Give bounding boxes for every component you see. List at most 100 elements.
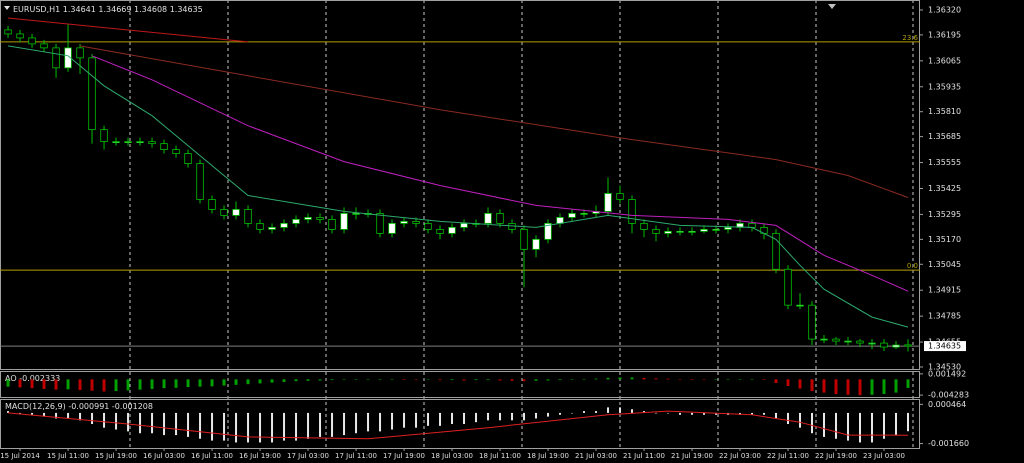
macd-bar [547, 412, 550, 417]
candle-body [16, 33, 24, 39]
candle-body [772, 232, 780, 270]
candle-body [628, 199, 636, 224]
ao-bar [462, 379, 466, 381]
macd-bar [751, 412, 754, 415]
candle-body [604, 193, 612, 212]
candle-body [436, 228, 444, 234]
x-tick-label: 16 Jul 03:00 [143, 452, 185, 460]
ao-bar [426, 379, 430, 380]
ao-bar [282, 379, 286, 382]
macd-bar [487, 412, 490, 421]
x-tick-label: 18 Jul 03:00 [431, 452, 473, 460]
last-price-label: 1.34635 [928, 342, 961, 351]
y-tick-label: 0.000464 [928, 400, 966, 409]
macd-bar [583, 411, 586, 413]
candle-body [340, 213, 348, 230]
macd-bar [679, 412, 682, 415]
macd-bar [67, 412, 70, 419]
ao-bar [690, 379, 694, 380]
macd-bar [331, 412, 334, 437]
candle-body [412, 221, 420, 224]
ao-bar [798, 379, 802, 389]
y-tick-label: 1.35935 [928, 82, 961, 91]
candle-body [448, 226, 456, 234]
macd-bar [907, 412, 910, 432]
ao-bar [762, 379, 766, 380]
ao-bar [342, 379, 346, 380]
candle-body [484, 213, 492, 224]
candle-body [388, 222, 396, 234]
candle-body [892, 344, 900, 348]
macd-bar [391, 412, 394, 430]
ao-bar [414, 379, 418, 380]
ao-bar [714, 379, 718, 380]
ao-bar [666, 378, 670, 380]
x-tick-label: 15 Jul 2014 [0, 452, 40, 460]
macd-bar [319, 412, 322, 437]
macd-bar [667, 412, 670, 414]
macd-bar [535, 412, 538, 419]
ao-bar [294, 379, 298, 382]
macd-bar [835, 412, 838, 439]
candle-body [784, 268, 792, 306]
symbol: EURUSD,H1 [13, 5, 60, 14]
ao-bar [18, 379, 22, 388]
ao-bar [834, 379, 838, 395]
candle-body [556, 217, 564, 224]
x-tick-label: 18 Jul 19:00 [527, 452, 569, 460]
macd-panel-frame [0, 399, 920, 449]
y-tick-label: 1.34530 [928, 363, 961, 372]
ao-header: AO -0.002333 [5, 374, 60, 383]
candle-body [328, 219, 336, 230]
x-tick-label: 17 Jul 19:00 [383, 452, 425, 460]
ao-bar [366, 379, 370, 380]
macd-bar [127, 412, 130, 432]
macd-bar [883, 412, 886, 439]
candle-body [112, 141, 120, 144]
ao-bar [486, 379, 490, 381]
candle-body [268, 226, 276, 230]
period-separators [129, 0, 914, 448]
macd-bar [415, 412, 418, 428]
y-tick-label: 1.35810 [928, 107, 961, 116]
candle-body [640, 222, 648, 230]
ao-bar [78, 379, 82, 391]
macd-bar [643, 411, 646, 413]
ao-bar [126, 379, 130, 391]
candle-body [580, 213, 588, 215]
ao-bar [270, 379, 274, 383]
candle-body [808, 304, 816, 340]
candle-body [532, 238, 540, 250]
ao-bar [438, 379, 442, 381]
macd-bar [787, 412, 790, 424]
x-tick-label: 22 Jul 03:00 [719, 452, 761, 460]
macd-bar [427, 412, 430, 426]
y-tick-label: 1.36195 [928, 30, 961, 39]
macd-bar [511, 412, 514, 421]
macd-bar [595, 411, 598, 413]
ao-bar [498, 379, 502, 381]
ao-bar [858, 379, 862, 396]
ao-bar [774, 379, 778, 384]
macd-bar [571, 412, 574, 414]
ao-bar [870, 379, 874, 395]
ao-bar [702, 379, 706, 380]
macd-bar [115, 412, 118, 430]
chart-header: EURUSD,H1 1.34641 1.34669 1.34608 1.3463… [13, 5, 203, 14]
x-tick-label: 21 Jul 03:00 [575, 452, 617, 460]
candle-body [688, 230, 696, 233]
x-tick-label: 23 Jul 03:00 [863, 452, 905, 460]
ao-bar [138, 379, 142, 390]
y-tick-label: 1.34915 [928, 286, 961, 295]
ao-bar [474, 379, 478, 381]
symbol-menu-icon [4, 6, 10, 10]
candle-body [280, 222, 288, 228]
ao-panel-frame [0, 371, 920, 398]
macd-bar [235, 412, 238, 443]
y-tick-label: 1.35425 [928, 184, 961, 193]
candle-body [664, 230, 672, 234]
macd-bar [151, 412, 154, 434]
candle-body [820, 338, 828, 341]
ao-bar [234, 379, 238, 385]
